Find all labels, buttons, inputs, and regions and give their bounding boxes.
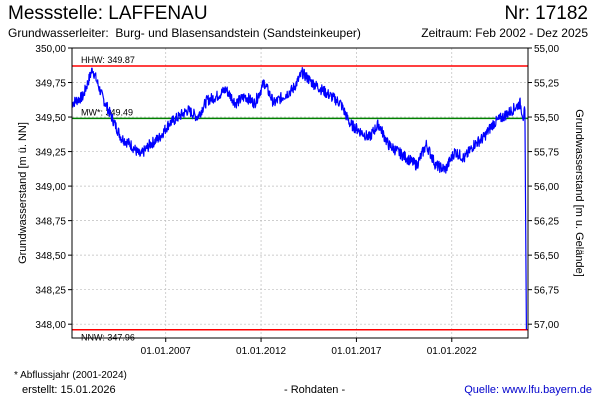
station-number: Nr: 17182 [504,3,588,24]
y-tick-label-left: 348,75 [35,217,66,228]
aquifer-value: Burg- und Blasensandstein (Sandsteinkeup… [115,26,361,40]
x-tick-label: 01.01.2012 [236,346,286,357]
x-tick-label: 01.01.2017 [331,346,381,357]
y-tick-label-left: 349,75 [35,79,66,90]
y-tick-label-left: 349,25 [35,148,66,159]
page-title: Messstelle: LAFFENAU [8,3,208,24]
x-tick-label: 01.01.2022 [427,346,477,357]
y-tick-label-right: 55,25 [534,79,559,90]
footnote: * Abflussjahr (2001-2024) [14,370,127,381]
y-axis-label-right: Grundwasserstand [m u. Gelände] [573,109,585,277]
y-tick-label-right: 56,75 [534,286,559,297]
y-tick-label-left: 349,50 [35,113,66,124]
series-group [71,66,528,330]
axis-ticks: 348,00 57,00 348,25 56,75 348,50 56,50 348,75 5… [35,44,559,357]
period-range: Zeitraum: Feb 2002 - Dez 2025 [421,26,588,40]
y-axis-label-left: Grundwasserstand [m ü. NN] [17,122,29,264]
y-tick-label-left: 348,25 [35,286,66,297]
series-line-grundwasserstand [71,66,528,330]
x-tick-label: 01.01.2007 [141,346,191,357]
mw-label: MW*: 349.49 [81,107,133,117]
aquifer-label: Grundwasserleiter: [8,26,109,40]
source-link[interactable]: Quelle: www.lfu.bayern.de [464,384,592,396]
y-tick-label-right: 55,00 [534,44,559,55]
created-date: erstellt: 15.01.2026 [22,384,116,396]
y-tick-label-right: 56,00 [534,182,559,193]
y-tick-label-right: 56,50 [534,251,559,262]
y-tick-label-right: 55,75 [534,148,559,159]
y-tick-label-left: 349,00 [35,182,66,193]
aquifer-line: Grundwasserleiter: Burg- und Blasensands… [8,26,361,40]
y-tick-label-right: 57,00 [534,320,559,331]
raw-data-note: - Rohdaten - [284,384,346,396]
y-tick-label-left: 348,50 [35,251,66,262]
grid-lines [72,47,528,338]
hhw-label: HHW: 349.87 [81,55,135,65]
y-tick-label-left: 348,00 [35,320,66,331]
plot-frame [71,47,529,339]
y-tick-label-right: 56,25 [534,217,559,228]
y-tick-label-right: 55,50 [534,113,559,124]
y-tick-label-left: 350,00 [35,44,66,55]
